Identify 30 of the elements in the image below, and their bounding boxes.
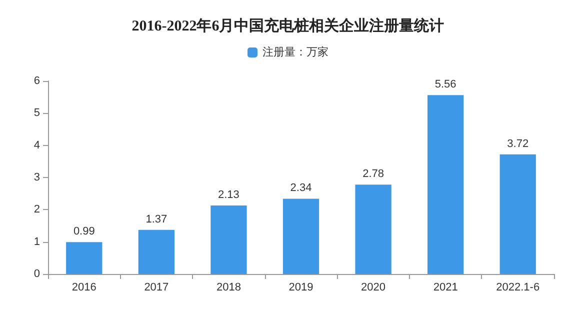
chart-title: 2016-2022年6月中国充电桩相关企业注册量统计 xyxy=(132,16,444,34)
data-label: 0.99 xyxy=(73,226,95,238)
data-label: 5.56 xyxy=(434,78,456,91)
y-tick-label: 3 xyxy=(34,172,40,184)
x-tick-label: 2019 xyxy=(288,282,314,294)
x-tick-label: 2018 xyxy=(216,282,241,294)
bar xyxy=(210,205,247,274)
y-tick-label: 1 xyxy=(34,236,40,248)
y-tick-label: 6 xyxy=(34,75,40,87)
data-label: 2.34 xyxy=(290,182,312,194)
data-label: 3.72 xyxy=(507,138,529,150)
y-tick-label: 2 xyxy=(34,204,40,216)
x-tick-label: 2022.1-6 xyxy=(496,282,540,294)
x-tick-label: 2021 xyxy=(433,282,458,294)
y-tick-label: 5 xyxy=(34,107,40,120)
data-label: 2.13 xyxy=(218,188,240,201)
data-label: 2.78 xyxy=(362,168,384,180)
bar xyxy=(428,95,464,274)
bar xyxy=(500,154,536,274)
y-tick-label: 4 xyxy=(34,139,40,152)
legend-label: 注册量：万家 xyxy=(262,46,328,58)
bar xyxy=(66,242,102,274)
x-tick-label: 2017 xyxy=(144,282,169,294)
bar xyxy=(282,198,320,274)
bar xyxy=(138,230,174,274)
x-tick-label: 2020 xyxy=(361,282,386,294)
y-tick-label: 0 xyxy=(34,268,40,280)
x-tick-label: 2016 xyxy=(72,282,96,294)
bar xyxy=(355,184,392,274)
data-label: 1.37 xyxy=(146,213,168,226)
